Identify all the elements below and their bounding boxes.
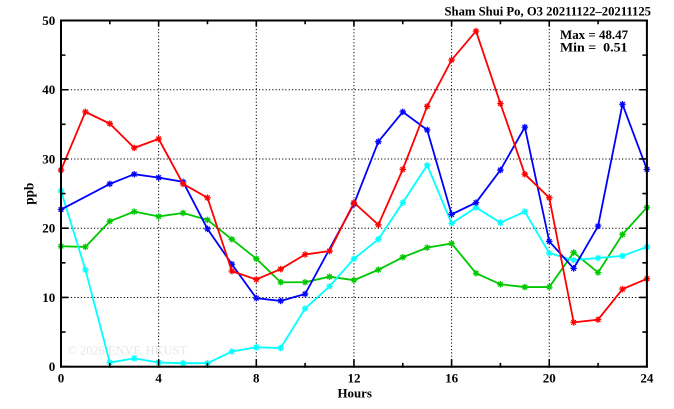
svg-text:30: 30 <box>42 151 55 166</box>
svg-text:0: 0 <box>49 359 56 374</box>
svg-text:Hours: Hours <box>338 386 372 400</box>
svg-text:8: 8 <box>253 370 260 385</box>
svg-text:16: 16 <box>445 370 459 385</box>
svg-text:4: 4 <box>155 370 162 385</box>
svg-text:© 2026 ENVF, HKUST: © 2026 ENVF, HKUST <box>68 344 188 358</box>
svg-text:Sham Shui Po, O3 20211122–2021: Sham Shui Po, O3 20211122–20211125 <box>445 3 652 18</box>
svg-text:24: 24 <box>640 370 654 385</box>
svg-text:10: 10 <box>42 290 55 305</box>
svg-text:20: 20 <box>42 221 55 236</box>
svg-text:12: 12 <box>347 370 360 385</box>
svg-text:0: 0 <box>58 370 65 385</box>
svg-text:Max = 48.47: Max = 48.47 <box>560 27 629 42</box>
svg-text:Min = 0.51: Min = 0.51 <box>560 40 628 55</box>
svg-text:50: 50 <box>42 13 55 28</box>
svg-text:40: 40 <box>42 82 55 97</box>
svg-text:ppb: ppb <box>22 183 37 205</box>
svg-text:20: 20 <box>543 370 556 385</box>
